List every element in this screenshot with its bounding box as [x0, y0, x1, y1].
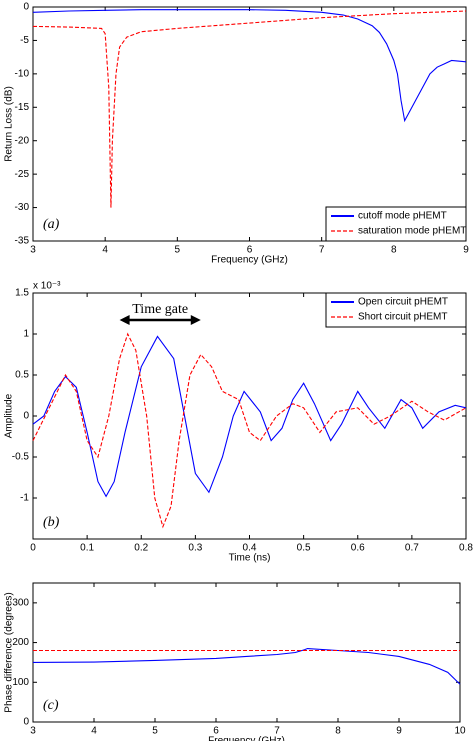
x-tick-label: 4	[102, 245, 108, 256]
series-line	[32, 332, 467, 529]
x-tick-label: 4	[91, 726, 97, 737]
panel-label: (b)	[43, 515, 60, 530]
y-tick-label: 0	[23, 2, 29, 13]
x-tick-label: 6	[247, 245, 253, 256]
x-tick-label: 5	[152, 726, 158, 737]
series-line	[32, 335, 467, 498]
legend-box	[325, 206, 467, 242]
x-tick-label: 0	[30, 543, 36, 554]
x-tick-label: 9	[396, 726, 402, 737]
x-tick-label: 0.1	[80, 543, 94, 554]
y-multiplier: x 10⁻³	[33, 281, 61, 292]
legend-label: cutoff mode pHEMT	[358, 211, 447, 222]
x-axis-label: Frequency (GHz)	[211, 255, 288, 266]
x-axis-label: Time (ns)	[229, 553, 271, 564]
y-tick-label: -5	[20, 35, 29, 46]
plot: -1 -0.5 0 0.5 1 1.5 0 0.1 0.2 0.3 0.4 0.5 0.6 0.7 0.8 T…	[4, 281, 474, 564]
y-tick-label: -10	[15, 68, 30, 79]
x-tick-label: 0.8	[459, 543, 473, 554]
y-tick-label: 0	[23, 411, 29, 422]
y-tick-label: -15	[15, 102, 30, 113]
x-tick-label: 3	[30, 726, 36, 737]
y-tick-label: 1	[23, 329, 29, 340]
panel-label: (a)	[43, 217, 60, 232]
time-gate-label: Time gate	[132, 302, 188, 317]
plot: 0 100 200 300 3 4 5 6 7 8 9 10 Frequency (GHz) Phase …	[4, 582, 466, 741]
y-axis-label: Phase difference (degrees)	[4, 592, 15, 712]
plot-frame	[32, 6, 467, 242]
x-tick-label: 0.4	[243, 543, 257, 554]
y-tick-label: 100	[12, 677, 29, 688]
legend-label: saturation mode pHEMT	[358, 226, 466, 237]
x-tick-label: 0.7	[405, 543, 419, 554]
plot-frame	[32, 582, 461, 723]
y-tick-label: 300	[12, 597, 29, 608]
x-tick-label: 0.5	[297, 543, 311, 554]
legend-label: Short circuit pHEMT	[358, 312, 447, 323]
legend-label: Open circuit pHEMT	[358, 297, 448, 308]
x-tick-label: 9	[463, 245, 469, 256]
x-axis-label: Frequency (GHz)	[208, 736, 285, 741]
y-tick-label: -35	[15, 236, 30, 247]
y-tick-label: -25	[15, 169, 30, 180]
legend-box	[325, 292, 467, 328]
y-tick-label: -20	[15, 135, 30, 146]
series-line	[32, 9, 467, 123]
y-tick-label: -0.5	[12, 452, 30, 463]
y-tick-label: 1.5	[15, 288, 29, 299]
x-tick-label: 7	[319, 245, 325, 256]
plot-frame	[32, 292, 467, 540]
x-tick-label: 6	[213, 726, 219, 737]
y-tick-label: 0.5	[15, 370, 29, 381]
x-tick-label: 0.2	[134, 543, 148, 554]
arrow-head	[119, 315, 130, 325]
y-tick-label: 0	[23, 717, 29, 728]
y-tick-label: -1	[20, 493, 29, 504]
series-line	[32, 647, 461, 685]
x-tick-label: 3	[30, 245, 36, 256]
plot: -35 -30 -25 -20 -15 -10 -5 0 3 4 5 6 7 8 9 Frequency (G…	[4, 2, 470, 266]
y-tick-label: 200	[12, 637, 29, 648]
arrow-head	[190, 315, 201, 325]
x-tick-label: 0.6	[351, 543, 365, 554]
y-axis-label: Amplitude	[4, 393, 15, 438]
x-tick-label: 7	[274, 726, 280, 737]
panel-label: (c)	[43, 698, 59, 713]
x-tick-label: 8	[391, 245, 397, 256]
x-tick-label: 10	[454, 726, 466, 737]
x-tick-label: 8	[335, 726, 341, 737]
y-tick-label: -30	[15, 202, 30, 213]
x-tick-label: 0.3	[188, 543, 202, 554]
series-line	[32, 10, 467, 208]
y-axis-label: Return Loss (dB)	[4, 86, 15, 162]
x-tick-label: 5	[175, 245, 181, 256]
